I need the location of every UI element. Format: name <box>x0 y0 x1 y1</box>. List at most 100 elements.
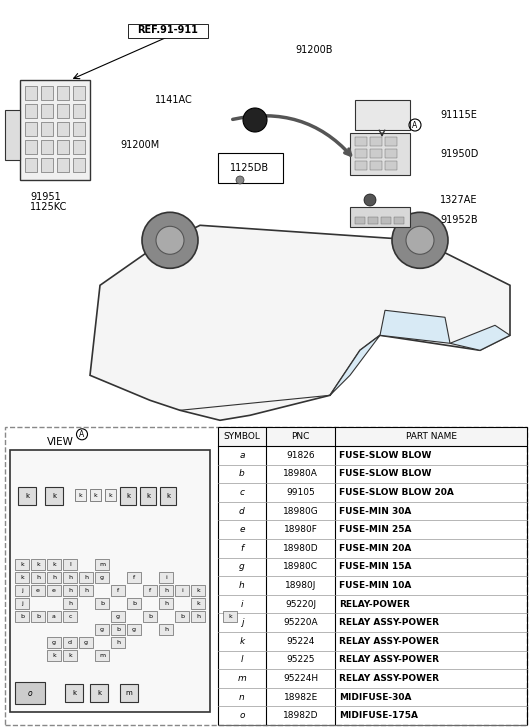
Text: 18980D: 18980D <box>283 544 319 553</box>
Text: k: k <box>52 494 56 499</box>
Text: 95225: 95225 <box>286 655 315 664</box>
Text: 95224: 95224 <box>286 637 315 646</box>
Bar <box>25 158 37 172</box>
Bar <box>90 489 101 502</box>
Text: k: k <box>239 637 245 646</box>
Bar <box>25 122 37 136</box>
Text: 99105: 99105 <box>286 488 315 497</box>
Text: g: g <box>239 563 245 571</box>
Bar <box>355 137 367 146</box>
Text: 91951: 91951 <box>30 192 61 202</box>
Text: REF.91-911: REF.91-911 <box>138 25 198 35</box>
Text: 18982E: 18982E <box>284 693 318 702</box>
Text: l: l <box>69 562 71 567</box>
Text: RELAY ASSY-POWER: RELAY ASSY-POWER <box>339 655 439 664</box>
Bar <box>45 487 63 505</box>
Bar <box>15 611 29 622</box>
Text: h: h <box>196 614 200 619</box>
Bar <box>95 624 109 635</box>
Bar <box>31 559 45 570</box>
Bar <box>15 559 29 570</box>
Bar <box>127 572 141 583</box>
Circle shape <box>236 176 244 184</box>
Text: k: k <box>20 575 24 580</box>
Bar <box>79 585 93 596</box>
Bar <box>47 611 61 622</box>
Bar <box>15 572 29 583</box>
Text: k: k <box>166 494 170 499</box>
Text: b: b <box>20 614 24 619</box>
Text: f: f <box>133 575 135 580</box>
Bar <box>63 598 77 609</box>
Text: 18980F: 18980F <box>284 525 318 534</box>
Text: k: k <box>72 690 76 696</box>
Bar <box>370 161 382 170</box>
Text: m: m <box>99 562 105 567</box>
Text: f: f <box>240 544 244 553</box>
Bar <box>63 572 77 583</box>
Text: g: g <box>100 575 104 580</box>
Text: j: j <box>21 588 23 593</box>
Bar <box>159 572 173 583</box>
Text: SYMBOL: SYMBOL <box>223 432 260 441</box>
Text: 91950D: 91950D <box>440 149 478 159</box>
Bar <box>73 122 85 136</box>
Text: c: c <box>239 488 244 497</box>
Bar <box>95 559 109 570</box>
Text: 91826: 91826 <box>286 451 315 459</box>
Bar <box>355 100 410 130</box>
Text: RELAY ASSY-POWER: RELAY ASSY-POWER <box>339 637 439 646</box>
Text: k: k <box>20 562 24 567</box>
Text: k: k <box>196 588 200 593</box>
Bar <box>79 572 93 583</box>
Text: 91115E: 91115E <box>440 110 477 120</box>
Text: a: a <box>239 451 245 459</box>
Bar <box>223 611 237 622</box>
Bar <box>41 104 53 118</box>
Bar <box>73 104 85 118</box>
Text: k: k <box>25 494 29 499</box>
Text: g: g <box>100 627 104 632</box>
Text: 91200M: 91200M <box>120 140 159 150</box>
Text: b: b <box>132 601 136 606</box>
Polygon shape <box>90 225 510 420</box>
Bar <box>95 572 109 583</box>
Bar <box>63 650 77 662</box>
Text: e: e <box>36 588 40 593</box>
Bar <box>350 133 410 175</box>
Bar <box>31 611 45 622</box>
Bar <box>73 140 85 154</box>
Text: 91200B: 91200B <box>295 45 332 55</box>
Bar <box>355 217 365 224</box>
Bar <box>41 158 53 172</box>
Text: FUSE-SLOW BLOW: FUSE-SLOW BLOW <box>339 451 432 459</box>
Bar <box>127 624 141 635</box>
Bar <box>191 611 205 622</box>
Bar <box>65 684 83 702</box>
Bar <box>25 104 37 118</box>
Text: k: k <box>78 493 82 498</box>
Bar <box>57 104 69 118</box>
Bar <box>159 598 173 609</box>
Bar <box>140 487 156 505</box>
Bar <box>63 611 77 622</box>
Bar <box>41 86 53 100</box>
Text: m: m <box>99 654 105 658</box>
Text: k: k <box>126 494 130 499</box>
Text: FUSE-MIN 25A: FUSE-MIN 25A <box>339 525 412 534</box>
Bar <box>370 149 382 158</box>
Text: A: A <box>79 430 85 439</box>
Text: m: m <box>238 674 246 683</box>
Bar <box>120 684 138 702</box>
Text: e: e <box>52 588 56 593</box>
Text: FUSE-MIN 10A: FUSE-MIN 10A <box>339 581 412 590</box>
Text: PART NAME: PART NAME <box>406 432 456 441</box>
Text: h: h <box>52 575 56 580</box>
Bar <box>47 572 61 583</box>
Circle shape <box>142 212 198 268</box>
Text: FUSE-MIN 30A: FUSE-MIN 30A <box>339 507 412 515</box>
Text: 18980G: 18980G <box>283 507 319 515</box>
Bar <box>79 638 93 648</box>
Circle shape <box>406 226 434 254</box>
Text: b: b <box>116 627 120 632</box>
